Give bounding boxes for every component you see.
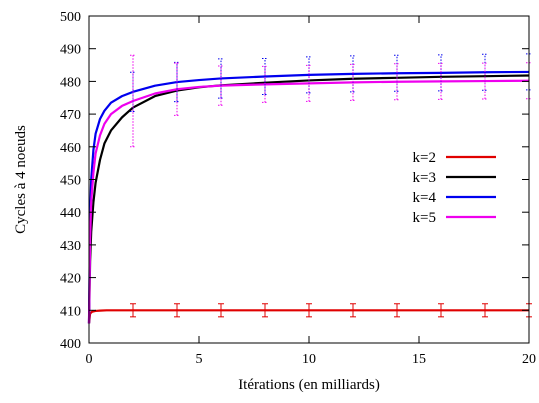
legend-label: k=5	[413, 210, 436, 226]
legend-label: k=3	[413, 170, 436, 186]
tick-labels: 0 5 10 15 20 400 410 420 430 440 450 460 470 480 490 50…	[60, 10, 536, 367]
y-tick-label: 400	[60, 337, 81, 352]
y-tick-label: 420	[60, 272, 81, 287]
legend: k=2 k=3 k=4 k=5	[413, 150, 496, 226]
series-line	[87, 70, 530, 324]
y-tick-label: 470	[60, 108, 81, 123]
y-tick-label: 430	[60, 239, 81, 254]
x-tick-label: 20	[522, 352, 536, 367]
y-tick-label: 490	[60, 43, 81, 58]
y-tick-label: 440	[60, 206, 81, 221]
y-tick-label: 480	[60, 75, 81, 90]
x-axis-title: Itérations (en milliards)	[238, 377, 380, 393]
series-line	[87, 74, 530, 324]
x-tick-label: 10	[302, 352, 316, 367]
x-tick-label: 5	[196, 352, 203, 367]
legend-label: k=2	[413, 150, 436, 166]
axis-ticks	[88, 15, 530, 344]
errorbar-layer	[130, 53, 532, 318]
legend-label: k=4	[413, 190, 437, 206]
x-tick-label: 0	[86, 352, 93, 367]
y-tick-label: 500	[60, 10, 81, 25]
x-tick-label: 15	[412, 352, 426, 367]
y-tick-label: 410	[60, 304, 81, 319]
y-tick-label: 460	[60, 141, 81, 156]
series-line	[87, 79, 530, 324]
y-axis-title: Cycles à 4 noeuds	[13, 125, 29, 234]
y-tick-label: 450	[60, 174, 81, 189]
